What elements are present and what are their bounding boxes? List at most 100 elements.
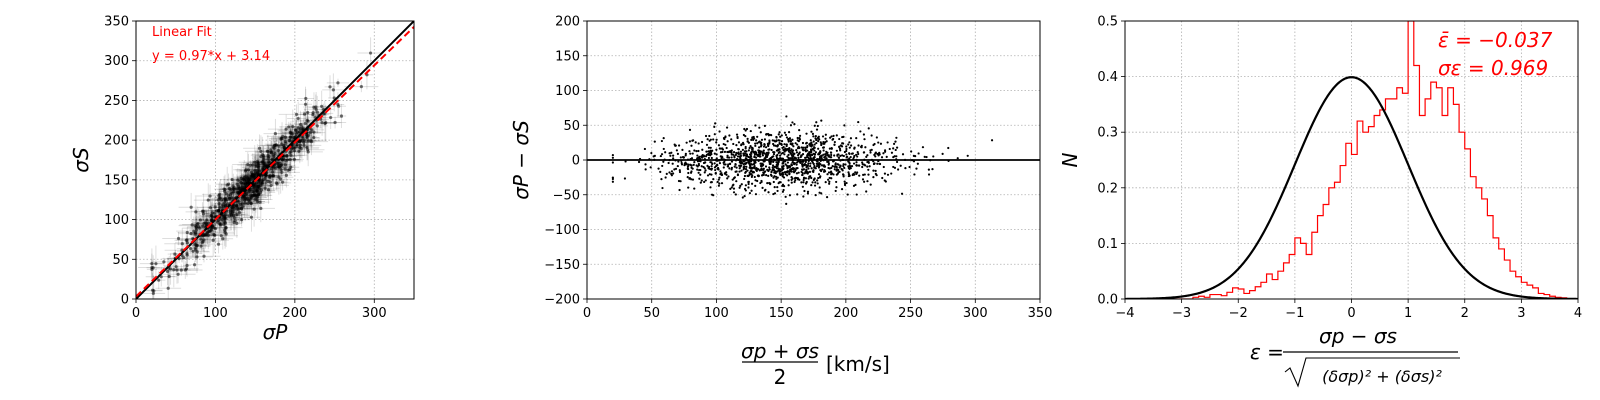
data-point [733,176,736,179]
data-point [874,152,877,155]
data-point [734,193,737,196]
data-point [732,153,735,156]
data-point [715,138,718,141]
data-point [822,141,825,144]
data-point [866,165,869,168]
x-tick-label: 3 [1517,306,1525,321]
data-point [193,232,197,236]
data-point [729,187,732,190]
data-point [756,179,759,183]
data-point [751,146,754,150]
data-point [199,237,203,241]
data-point [888,147,891,151]
data-point [664,176,667,179]
data-point [800,154,803,157]
data-point [805,165,808,169]
data-point [736,173,740,176]
data-point [810,167,813,170]
data-point [754,184,757,187]
data-point [872,162,876,166]
data-point [222,200,227,205]
data-point [754,156,758,159]
data-point [699,173,702,176]
data-point [863,180,866,183]
data-point [826,160,829,163]
data-point [869,149,872,152]
data-point [329,115,333,120]
data-point [279,137,283,141]
data-point [787,156,790,160]
data-point [744,157,748,160]
data-point [707,146,710,149]
data-point [725,146,728,150]
data-point [282,143,286,148]
data-point [224,226,228,230]
data-point [653,154,656,157]
data-point [754,142,757,145]
data-point [268,180,272,184]
data-point [776,176,779,179]
x-axis-unit: [km/s] [826,352,890,376]
data-point [712,177,715,181]
data-point [670,151,673,154]
data-point [705,150,708,153]
data-point [305,136,309,140]
data-point [189,205,193,209]
data-point [810,153,813,156]
data-point [678,169,681,172]
data-point [756,135,759,138]
data-point [221,237,225,241]
data-point [192,229,196,233]
data-point [291,124,295,129]
data-point [739,152,742,155]
data-point [740,183,743,186]
data-point [235,187,239,191]
data-point [750,163,754,166]
data-point [781,190,785,193]
data-point [167,274,171,279]
data-point [790,181,793,184]
data-point [235,221,239,225]
data-point [789,149,792,152]
data-point [833,165,836,168]
data-point [261,160,265,164]
y-tick-label: 350 [104,15,129,30]
data-point [224,213,228,217]
data-point [793,180,796,184]
data-point [280,170,284,174]
data-point [966,154,969,157]
data-point [693,187,696,190]
data-point [796,193,799,196]
data-point [869,183,872,186]
data-point [704,169,707,172]
data-point [664,151,667,154]
data-point [810,151,813,154]
data-point [242,198,247,202]
data-point [840,188,844,191]
data-point [154,262,158,266]
data-point [698,177,701,180]
data-point [724,143,727,146]
data-point [758,155,762,158]
data-point [719,147,723,150]
data-point [235,204,239,208]
data-point [798,138,802,141]
data-point [650,151,653,155]
data-point [302,112,307,116]
data-point [270,167,274,171]
data-point [703,171,706,174]
data-point [850,165,854,168]
data-point [251,189,255,194]
data-point [855,161,858,164]
data-point [166,286,170,290]
data-point [312,130,316,134]
tick-labels: 0 100 200 300 0 50 100 150 200 250 300 350 [104,15,387,322]
data-point [785,202,788,205]
data-point [775,149,778,152]
data-point [223,221,227,225]
data-point [611,176,614,179]
data-point [296,126,300,130]
data-point [801,168,804,171]
data-point [837,153,840,156]
data-point [713,133,716,136]
